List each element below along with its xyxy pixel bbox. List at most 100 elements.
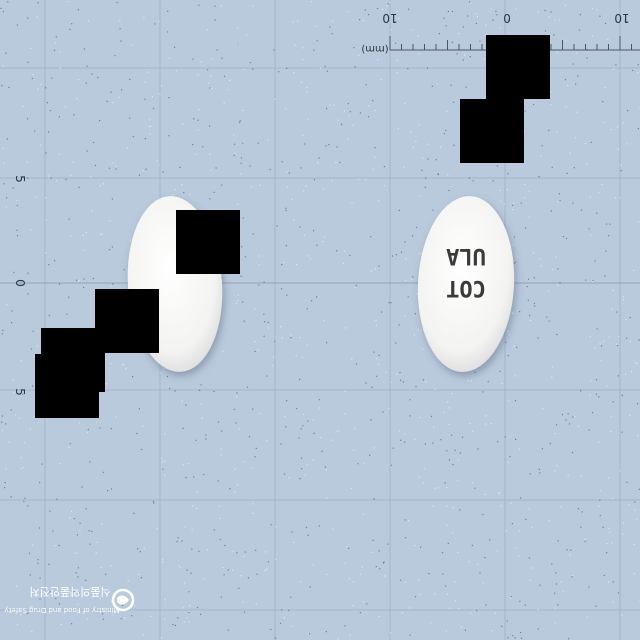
noise-speck bbox=[304, 143, 306, 145]
noise-speck bbox=[40, 144, 42, 146]
noise-speck bbox=[464, 54, 466, 56]
noise-speck bbox=[27, 293, 29, 295]
noise-speck bbox=[318, 399, 320, 401]
noise-speck bbox=[22, 105, 24, 108]
noise-speck bbox=[352, 604, 354, 607]
noise-speck bbox=[448, 407, 450, 409]
noise-speck bbox=[637, 64, 639, 66]
noise-speck bbox=[567, 85, 569, 87]
noise-speck bbox=[345, 327, 347, 329]
noise-speck bbox=[1, 430, 4, 432]
noise-speck bbox=[359, 19, 361, 21]
noise-speck bbox=[357, 178, 360, 180]
noise-speck bbox=[539, 472, 541, 474]
noise-speck bbox=[81, 486, 83, 488]
noise-speck bbox=[20, 360, 22, 362]
noise-speck bbox=[594, 347, 596, 349]
noise-speck bbox=[371, 386, 373, 388]
noise-speck bbox=[601, 183, 603, 186]
noise-speck bbox=[363, 462, 365, 464]
noise-speck bbox=[198, 550, 200, 553]
noise-speck bbox=[409, 607, 411, 609]
noise-speck bbox=[285, 209, 287, 211]
noise-speck bbox=[54, 545, 56, 547]
noise-speck bbox=[408, 520, 410, 522]
noise-speck bbox=[605, 223, 608, 225]
imprint-line-2: COT bbox=[446, 275, 486, 300]
noise-speck bbox=[331, 179, 333, 182]
noise-speck bbox=[142, 169, 144, 172]
noise-speck bbox=[73, 114, 75, 116]
noise-speck bbox=[178, 565, 180, 567]
noise-speck bbox=[343, 110, 345, 112]
noise-speck bbox=[567, 413, 569, 415]
noise-speck bbox=[79, 422, 81, 424]
noise-speck bbox=[129, 239, 131, 241]
noise-speck bbox=[264, 551, 266, 553]
noise-speck bbox=[592, 279, 594, 282]
noise-speck bbox=[64, 106, 66, 108]
noise-speck bbox=[305, 526, 308, 529]
noise-speck bbox=[20, 614, 22, 616]
noise-speck bbox=[209, 198, 211, 200]
noise-speck bbox=[235, 396, 238, 398]
noise-speck bbox=[453, 101, 455, 103]
noise-speck bbox=[28, 552, 31, 554]
noise-speck bbox=[464, 629, 466, 631]
noise-speck bbox=[492, 19, 494, 21]
noise-speck bbox=[201, 417, 203, 419]
noise-speck bbox=[623, 296, 625, 298]
noise-speck bbox=[454, 449, 456, 451]
noise-speck bbox=[2, 65, 4, 67]
noise-speck bbox=[45, 152, 47, 154]
noise-speck bbox=[99, 597, 101, 599]
noise-speck bbox=[5, 468, 7, 470]
noise-speck bbox=[483, 58, 485, 60]
noise-speck bbox=[447, 174, 449, 176]
noise-speck bbox=[512, 635, 514, 637]
noise-speck bbox=[184, 582, 186, 584]
noise-speck bbox=[418, 329, 420, 331]
noise-speck bbox=[395, 42, 397, 44]
noise-speck bbox=[205, 434, 207, 436]
noise-speck bbox=[637, 127, 639, 130]
noise-speck bbox=[507, 330, 509, 332]
noise-speck bbox=[600, 360, 602, 362]
noise-speck bbox=[45, 252, 47, 254]
noise-speck bbox=[74, 552, 76, 554]
noise-speck bbox=[572, 202, 574, 204]
noise-speck bbox=[514, 637, 516, 639]
noise-speck bbox=[512, 312, 514, 314]
noise-speck bbox=[345, 546, 348, 548]
noise-speck bbox=[350, 487, 353, 489]
noise-speck bbox=[487, 381, 489, 383]
noise-speck bbox=[598, 441, 600, 443]
noise-speck bbox=[13, 271, 15, 273]
noise-speck bbox=[467, 15, 469, 17]
noise-speck bbox=[611, 498, 614, 500]
noise-speck bbox=[86, 618, 88, 620]
noise-speck bbox=[89, 543, 91, 545]
noise-speck bbox=[99, 119, 101, 122]
noise-speck bbox=[474, 371, 476, 373]
noise-speck bbox=[467, 380, 469, 382]
noise-speck bbox=[30, 47, 32, 49]
noise-speck bbox=[577, 75, 579, 77]
noise-speck bbox=[164, 460, 166, 462]
noise-speck bbox=[83, 286, 85, 289]
noise-speck bbox=[242, 301, 244, 303]
noise-speck bbox=[110, 362, 112, 365]
noise-speck bbox=[280, 443, 282, 445]
redaction-block bbox=[95, 289, 159, 353]
noise-speck bbox=[548, 290, 550, 292]
noise-speck bbox=[266, 568, 268, 571]
noise-speck bbox=[71, 623, 73, 625]
noise-speck bbox=[354, 66, 356, 68]
noise-speck bbox=[513, 262, 515, 264]
noise-speck bbox=[58, 544, 60, 547]
noise-speck bbox=[611, 542, 613, 544]
noise-speck bbox=[347, 138, 349, 140]
noise-speck bbox=[263, 313, 265, 315]
noise-speck bbox=[5, 423, 7, 425]
noise-speck bbox=[158, 20, 160, 22]
